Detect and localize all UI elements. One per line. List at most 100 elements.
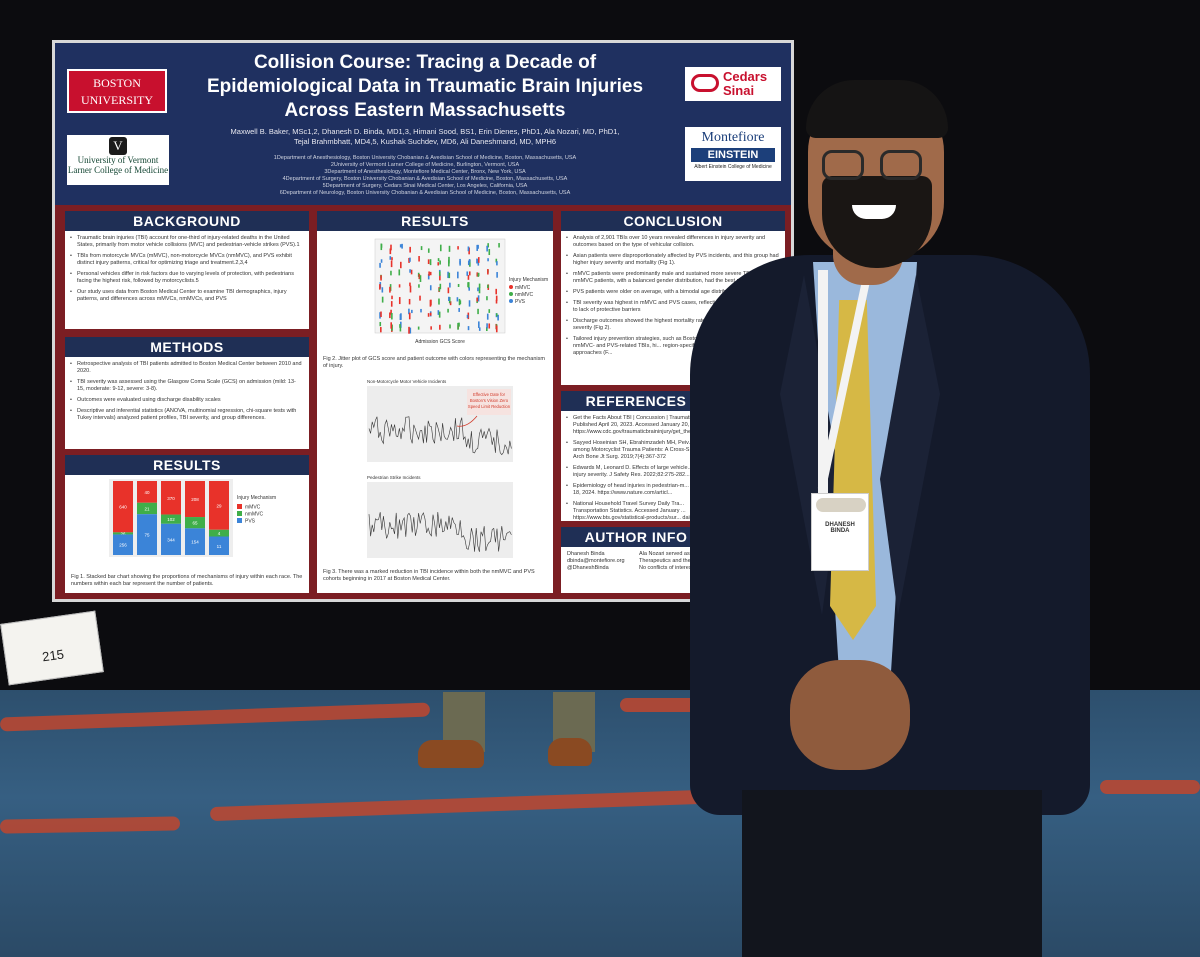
jitter-point: [399, 324, 401, 328]
jitter-point: [420, 246, 423, 251]
montefiore-einstein-logo: Montefiore EINSTEIN Albert Einstein Coll…: [685, 127, 781, 181]
bar-value-label: 640: [119, 505, 127, 510]
jitter-point: [408, 312, 411, 320]
jitter-point: [467, 246, 470, 252]
jitter-point: [391, 324, 393, 331]
conclusion-bullet: PVS patients were older on average, with…: [566, 289, 779, 296]
jitter-point: [389, 312, 391, 319]
jitter-point: [389, 256, 392, 260]
annotation-box: [467, 389, 511, 415]
jitter-point: [496, 261, 498, 266]
results-left-heading: RESULTS: [65, 455, 309, 475]
jitter-point: [486, 296, 488, 301]
jitter-point: [419, 295, 421, 301]
results-middle-heading: RESULTS: [317, 211, 553, 231]
jitter-point: [398, 297, 401, 305]
results-left-section: RESULTS 640 26 256 40 21 75 370 102 344 208 65 154 2…: [65, 455, 309, 593]
jitter-point: [439, 274, 441, 281]
fig2-legend-marker: [509, 299, 513, 303]
jitter-point: [409, 282, 411, 287]
conclusion-heading: CONCLUSION: [561, 211, 785, 231]
lanyard: [818, 270, 828, 495]
author-email[interactable]: dbinda@montefiore.org: [567, 558, 625, 564]
jitter-point: [390, 244, 392, 251]
jitter-point: [390, 270, 392, 276]
time-series-title: Non-Motorcycle Motor Vehicle Incidents: [367, 379, 447, 384]
bystander-shoe-right: [548, 738, 592, 766]
reference-item: National Household Travel Survey Daily T…: [566, 501, 705, 521]
background-section: BACKGROUND Traumatic brain injuries (TBI…: [65, 211, 309, 329]
jitter-point: [486, 327, 488, 332]
jitter-point: [457, 271, 459, 279]
affiliation-line: 2University of Vermont Larner College of…: [330, 162, 520, 168]
jitter-point: [389, 286, 391, 293]
jitter-point: [448, 296, 450, 301]
jitter-point: [390, 301, 393, 307]
jitter-point: [420, 308, 422, 313]
jitter-point: [418, 284, 420, 288]
jitter-point: [400, 321, 402, 328]
bar-segment-mMVC: [113, 481, 133, 533]
affiliation-line: 1Department of Anesthesiology, Boston Un…: [273, 155, 577, 161]
author-handle[interactable]: @DhaneshBinda: [567, 565, 609, 571]
jitter-point: [467, 326, 470, 331]
jitter-point: [390, 260, 393, 268]
legend-title: Injury Mechanism: [237, 495, 276, 501]
jitter-point: [391, 312, 393, 320]
jitter-point: [409, 246, 411, 253]
jitter-point: [418, 256, 420, 262]
jitter-point: [449, 282, 451, 288]
time-series-title: Pedestrian Strike Incidents: [367, 475, 421, 480]
legend-swatch: [237, 518, 242, 523]
bar-segment-mMVC: [137, 481, 157, 503]
jitter-point: [380, 243, 383, 251]
jitter-point: [469, 259, 471, 267]
jitter-point: [409, 269, 411, 273]
annotation-text: Boston's Vision Zero: [470, 398, 509, 403]
jitter-point: [467, 260, 470, 266]
legend-swatch: [237, 511, 242, 516]
jitter-point: [476, 258, 478, 264]
bar-segment-nmMVC: [209, 529, 229, 537]
jitter-point: [380, 327, 382, 333]
jitter-point: [429, 285, 432, 291]
research-poster: BOSTON UNIVERSITY V University of Vermon…: [52, 40, 794, 602]
bar-segment-nmMVC: [137, 502, 157, 515]
conclusion-bullet: Analysis of 2,901 TBIs over 10 years rev…: [566, 235, 779, 249]
jitter-point: [408, 298, 411, 305]
poster-body: BACKGROUND Traumatic brain injuries (TBI…: [55, 205, 791, 599]
bar-value-label: 11: [217, 544, 222, 549]
fig1-caption: Fig 1. Stacked bar chart showing the pro…: [71, 574, 303, 587]
time-series-panel: [367, 482, 513, 558]
jitter-point: [476, 272, 479, 277]
jitter-point: [430, 299, 432, 306]
jitter-point: [476, 297, 479, 302]
author-info-heading: AUTHOR INFO: [561, 527, 711, 547]
jitter-point: [477, 257, 480, 263]
methods-bullet: Outcomes were evaluated using discharge …: [70, 397, 303, 404]
jitter-point: [380, 311, 382, 318]
bar-value-label: 208: [191, 497, 199, 502]
background-list: Traumatic brain injuries (TBI) account f…: [65, 235, 309, 303]
jitter-point: [399, 314, 402, 321]
reference-item: Epidemiology of head injuries in pedestr…: [566, 483, 705, 497]
jitter-point: [427, 259, 430, 265]
boston-university-logo: BOSTON UNIVERSITY: [67, 69, 167, 113]
jitter-point: [380, 259, 383, 263]
jitter-point: [381, 296, 384, 303]
jitter-point: [379, 321, 382, 327]
author-info-section: AUTHOR INFO Dhanesh Binda dbinda@montefi…: [561, 527, 711, 593]
cedars-sinai-mark-icon: [691, 74, 719, 92]
bar-value-label: 26: [120, 531, 126, 536]
bar-segment-PVS: [161, 523, 181, 555]
jitter-point: [390, 322, 392, 329]
jitter-point: [478, 321, 480, 328]
vermont-v-icon: V: [109, 137, 127, 155]
poster-authors: Maxwell B. Baker, MSc1,2, Dhanesh D. Bin…: [230, 127, 620, 146]
jitter-point: [486, 323, 488, 329]
reference-item: Get the Facts About TBI | Concussion | T…: [566, 415, 705, 436]
jitter-point: [447, 287, 450, 294]
fig2-legend-marker: [509, 285, 513, 289]
incidence-line: [368, 416, 512, 456]
methods-bullet: Descriptive and inferential statistics (…: [70, 408, 303, 422]
